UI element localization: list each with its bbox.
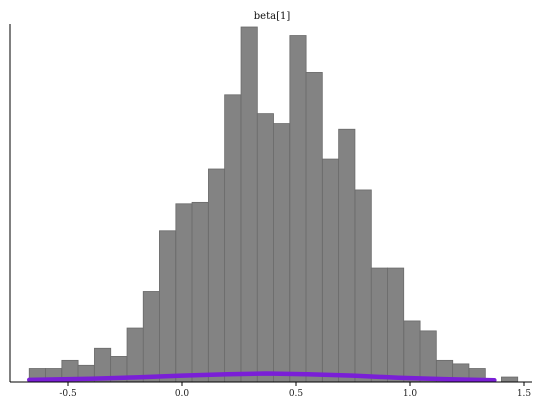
histogram-bar <box>338 128 356 383</box>
density-curve <box>26 371 497 383</box>
histogram-bar <box>224 94 242 383</box>
histogram-bar <box>403 320 421 383</box>
histogram-bar <box>142 291 160 383</box>
histogram-bar <box>191 201 209 383</box>
x-axis-ticks: -0.5 0.0 0.5 1.0 1.5 <box>59 382 531 399</box>
histogram-bar <box>501 376 519 383</box>
histogram-bar <box>126 327 144 383</box>
histogram-bar <box>159 230 177 383</box>
histogram-bar <box>419 330 437 383</box>
density-curve-line <box>26 371 497 383</box>
histogram-bar <box>240 26 258 383</box>
histogram-bar <box>273 123 291 383</box>
chart-title: beta[1] <box>254 11 291 22</box>
histogram-bar <box>387 267 405 383</box>
x-tick-label: 1.0 <box>403 389 418 399</box>
histogram-bar <box>208 168 226 383</box>
histogram-bar <box>322 158 340 383</box>
x-tick-label: 1.5 <box>517 389 532 399</box>
histogram-bar <box>175 203 193 383</box>
x-tick-label: 0.0 <box>175 389 190 399</box>
histogram-bar <box>289 35 307 383</box>
histogram-bars <box>28 26 519 383</box>
x-tick-label: -0.5 <box>59 389 77 399</box>
x-tick-label: 0.5 <box>289 389 304 399</box>
histogram-bar <box>370 267 388 383</box>
histogram-bar <box>305 72 323 383</box>
histogram-bar <box>256 113 274 383</box>
histogram-bar <box>354 189 372 383</box>
